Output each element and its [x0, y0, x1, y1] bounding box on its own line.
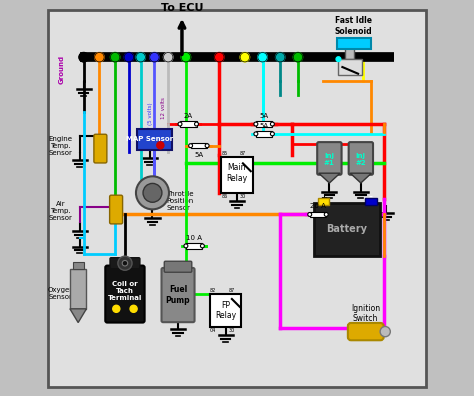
Circle shape [113, 305, 120, 312]
Text: Ignition
Switch: Ignition Switch [351, 304, 380, 324]
Circle shape [205, 144, 209, 148]
Text: 5A: 5A [260, 113, 269, 119]
Circle shape [293, 53, 303, 62]
Circle shape [124, 53, 134, 62]
Text: -: - [369, 192, 373, 202]
Circle shape [254, 122, 258, 126]
Text: 87: 87 [229, 288, 235, 293]
Circle shape [95, 53, 104, 62]
Polygon shape [350, 173, 372, 183]
Text: 87: 87 [240, 151, 246, 156]
Bar [70, 270, 86, 309]
Circle shape [215, 53, 224, 62]
Text: Fuel
Pump: Fuel Pump [166, 286, 191, 305]
Bar [310, 212, 326, 217]
Circle shape [122, 261, 128, 266]
Text: 30: 30 [229, 327, 235, 333]
Text: Air
Temp.
Sensor: Air Temp. Sensor [49, 200, 73, 221]
Circle shape [275, 53, 285, 62]
Text: Inj
#1: Inj #1 [324, 153, 335, 166]
FancyBboxPatch shape [162, 268, 194, 322]
Circle shape [178, 122, 182, 126]
Circle shape [118, 256, 132, 270]
Text: MAP Sensor: MAP Sensor [126, 136, 173, 142]
Circle shape [130, 305, 137, 312]
FancyBboxPatch shape [109, 195, 123, 224]
FancyBboxPatch shape [94, 134, 107, 163]
Circle shape [79, 53, 88, 62]
Bar [256, 131, 273, 137]
FancyBboxPatch shape [349, 142, 373, 175]
Text: Main
Relay: Main Relay [227, 164, 247, 183]
Bar [137, 129, 172, 150]
Bar [221, 158, 253, 193]
FancyBboxPatch shape [110, 258, 140, 269]
Circle shape [136, 176, 169, 209]
Text: Engine
Temp.
Sensor: Engine Temp. Sensor [49, 136, 73, 156]
Bar [337, 38, 371, 50]
Circle shape [240, 53, 250, 62]
Circle shape [110, 53, 120, 62]
Text: FP
Relay: FP Relay [215, 301, 236, 320]
Text: Vref (5 volts): Vref (5 volts) [147, 102, 153, 138]
Bar [345, 48, 354, 59]
Text: Throttle
Position
Sensor: Throttle Position Sensor [166, 191, 194, 211]
Circle shape [336, 57, 341, 61]
Bar [73, 263, 84, 270]
Bar [318, 198, 329, 205]
Bar [191, 143, 207, 148]
FancyBboxPatch shape [105, 266, 145, 323]
Text: 86: 86 [221, 194, 228, 200]
Circle shape [143, 183, 162, 202]
FancyBboxPatch shape [348, 323, 383, 340]
Circle shape [258, 53, 267, 62]
Bar [338, 59, 362, 75]
Circle shape [254, 132, 258, 136]
Text: +: + [320, 193, 327, 202]
Circle shape [324, 213, 328, 217]
Text: 85: 85 [221, 151, 228, 156]
Circle shape [164, 53, 173, 62]
Bar [365, 198, 376, 205]
Text: 82: 82 [210, 288, 216, 293]
Circle shape [271, 132, 274, 136]
Text: Oxygen
Sensor: Oxygen Sensor [47, 287, 74, 300]
Bar [314, 203, 381, 256]
FancyBboxPatch shape [164, 261, 192, 272]
Bar [180, 121, 197, 127]
Text: 2A: 2A [184, 113, 193, 119]
Text: To ECU: To ECU [161, 3, 203, 13]
Circle shape [184, 244, 188, 248]
Text: 10 A: 10 A [186, 235, 202, 241]
Bar [186, 243, 202, 249]
Bar [210, 294, 241, 327]
Text: 04: 04 [210, 327, 216, 333]
Text: Battery: Battery [327, 224, 367, 234]
Text: Coil or
Tach
Terminal: Coil or Tach Terminal [108, 281, 142, 301]
FancyBboxPatch shape [317, 142, 342, 175]
Text: 5A: 5A [260, 123, 269, 129]
Circle shape [157, 142, 164, 149]
Text: 20 A: 20 A [310, 204, 326, 209]
Circle shape [181, 53, 191, 62]
Circle shape [189, 144, 192, 148]
Text: Inj
#2: Inj #2 [356, 153, 366, 166]
Circle shape [271, 122, 274, 126]
Circle shape [136, 53, 146, 62]
Text: Fast Idle
Solenoid: Fast Idle Solenoid [335, 16, 373, 36]
Text: 12 volts: 12 volts [161, 97, 166, 119]
Text: Ground: Ground [59, 54, 65, 84]
Text: 5A: 5A [194, 152, 203, 158]
Polygon shape [70, 309, 86, 323]
Circle shape [150, 53, 159, 62]
Polygon shape [319, 173, 340, 183]
Circle shape [308, 213, 312, 217]
Circle shape [380, 327, 390, 337]
Circle shape [194, 122, 199, 126]
Bar [256, 121, 273, 127]
Text: 30: 30 [240, 194, 246, 200]
Circle shape [201, 244, 204, 248]
